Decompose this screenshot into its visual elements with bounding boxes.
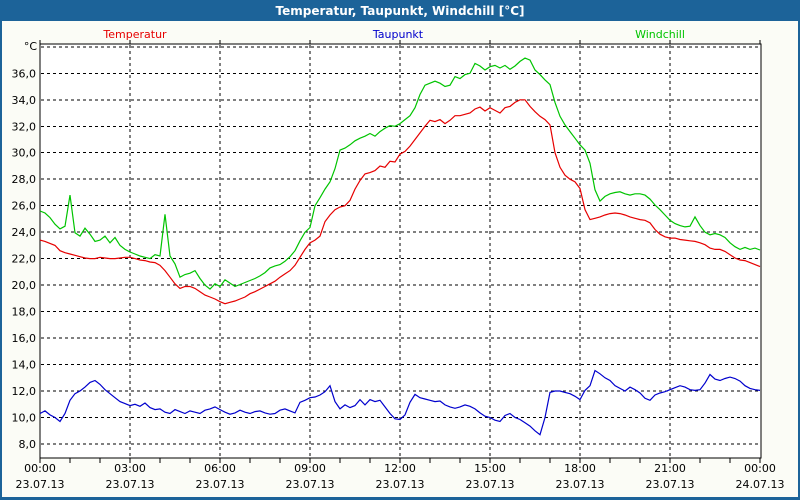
x-tick-date-label: 24.07.13: [736, 478, 785, 491]
x-tick-time-label: 00:00: [744, 462, 776, 475]
y-tick-label: 34,0: [12, 94, 37, 107]
y-tick-label: 24,0: [12, 226, 37, 239]
x-tick-time-label: 09:00: [294, 462, 326, 475]
y-tick-label: 18,0: [12, 306, 37, 319]
y-tick-label: 20,0: [12, 279, 37, 292]
y-tick-label: 26,0: [12, 200, 37, 213]
x-tick-time-label: 21:00: [654, 462, 686, 475]
legend-windchill: Windchill: [635, 28, 685, 41]
y-tick-label: 28,0: [12, 173, 37, 186]
window-titlebar: Temperatur, Taupunkt, Windchill [°C]: [2, 0, 798, 21]
y-axis-unit-label: °C: [24, 40, 38, 53]
y-tick-label: 12,0: [12, 385, 37, 398]
x-tick-time-label: 18:00: [564, 462, 596, 475]
x-tick-time-label: 00:00: [24, 462, 56, 475]
x-tick-date-label: 23.07.13: [466, 478, 515, 491]
x-tick-time-label: 03:00: [114, 462, 146, 475]
x-tick-date-label: 23.07.13: [556, 478, 605, 491]
x-tick-date-label: 23.07.13: [196, 478, 245, 491]
y-tick-label: 10,0: [12, 412, 37, 425]
series-line-temperatur: [39, 99, 761, 305]
window-title: Temperatur, Taupunkt, Windchill [°C]: [275, 3, 525, 18]
series-line-taupunkt: [39, 369, 761, 436]
x-tick-time-label: 15:00: [474, 462, 506, 475]
series-line-windchill: [39, 57, 761, 290]
x-tick-time-label: 06:00: [204, 462, 236, 475]
y-tick-label: 22,0: [12, 253, 37, 266]
legend-temperatur: Temperatur: [102, 28, 167, 41]
x-tick-date-label: 23.07.13: [646, 478, 695, 491]
x-tick-date-label: 23.07.13: [106, 478, 155, 491]
y-tick-label: 16,0: [12, 332, 37, 345]
x-tick-date-label: 23.07.13: [376, 478, 425, 491]
x-tick-date-label: 23.07.13: [16, 478, 65, 491]
y-tick-label: 36,0: [12, 67, 37, 80]
x-tick-date-label: 23.07.13: [286, 478, 335, 491]
x-tick-time-label: 12:00: [384, 462, 416, 475]
y-tick-label: 14,0: [12, 359, 37, 372]
y-tick-label: 8,0: [19, 438, 37, 451]
y-tick-label: 32,0: [12, 120, 37, 133]
y-tick-label: 30,0: [12, 147, 37, 160]
legend-taupunkt: Taupunkt: [372, 28, 424, 41]
